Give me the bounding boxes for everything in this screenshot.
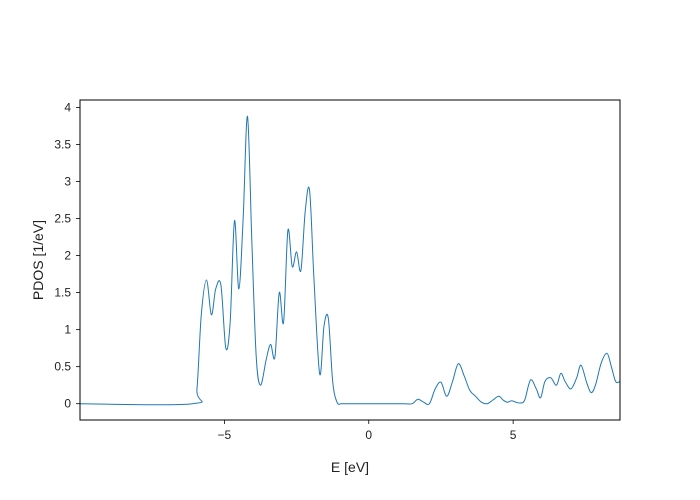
x-tick-label: 0 [365, 428, 372, 442]
y-axis-label: PDOS [1/eV] [30, 220, 46, 300]
x-tick-label: −5 [218, 428, 232, 442]
y-tick-label: 4 [64, 100, 71, 114]
y-tick-label: 1 [64, 323, 71, 337]
y-tick-label: 0.5 [54, 360, 71, 374]
pdos-series-line [80, 115, 620, 406]
y-tick-label: 2.5 [54, 212, 71, 226]
y-tick-label: 2 [64, 249, 71, 263]
y-tick-label: 3 [64, 174, 71, 188]
y-axis: 0 0.5 1 1.5 2 2.5 3 3.5 4 [54, 100, 80, 411]
x-tick-label: 5 [510, 428, 517, 442]
y-tick-label: 1.5 [54, 286, 71, 300]
y-tick-label: 0 [64, 397, 71, 411]
x-axis: −5 0 5 [218, 420, 517, 442]
plot-frame [79, 99, 621, 421]
y-tick-label: 3.5 [54, 137, 71, 151]
x-axis-label: E [eV] [331, 459, 369, 475]
